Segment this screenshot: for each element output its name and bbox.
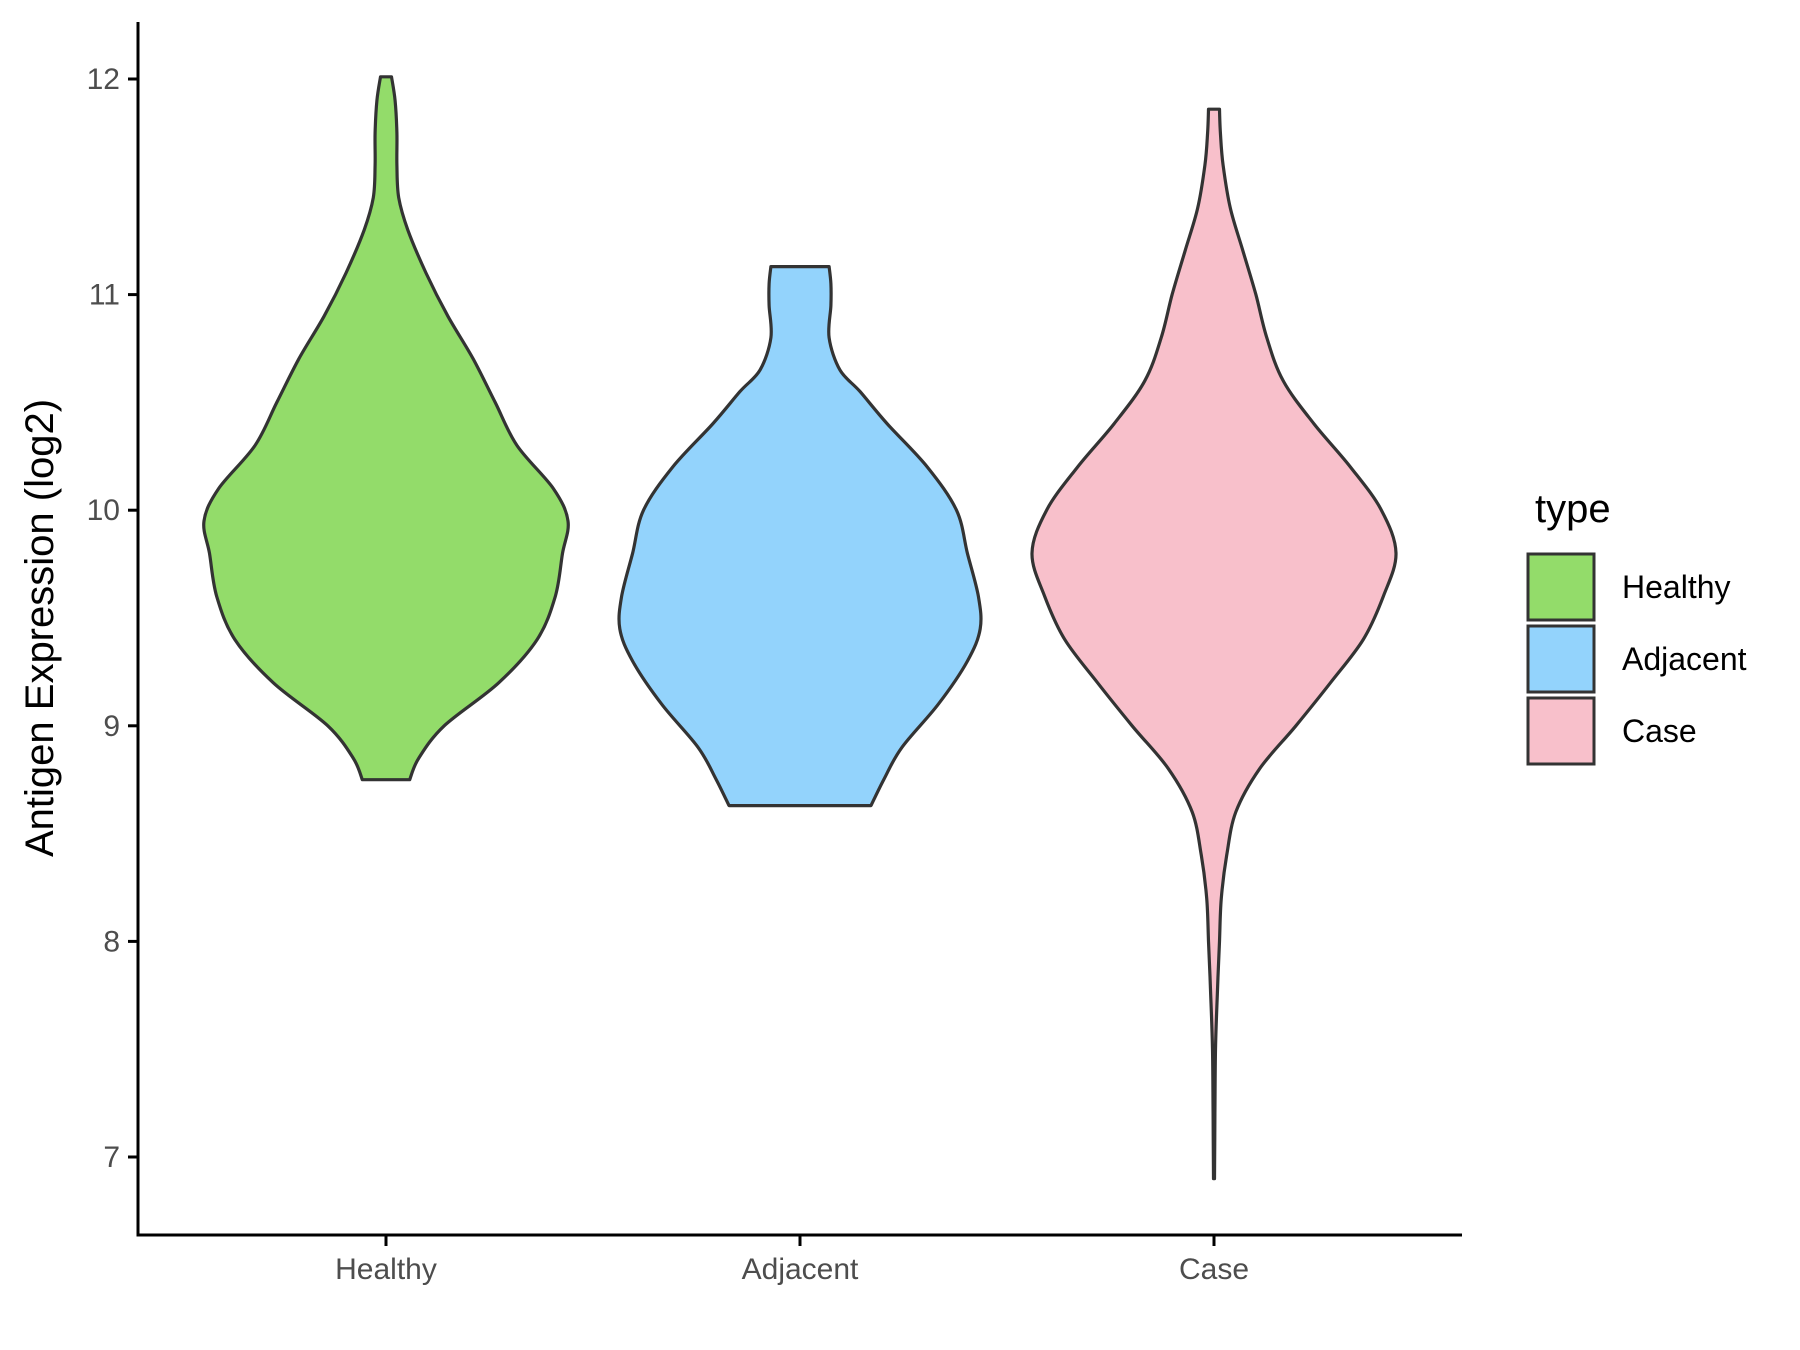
y-tick-label: 8 <box>103 925 120 958</box>
x-tick-label: Case <box>1179 1253 1249 1286</box>
x-axis-ticks: Healthy Adjacent Case <box>335 1235 1249 1286</box>
y-tick-label: 7 <box>103 1141 120 1174</box>
legend-key-case <box>1526 696 1596 766</box>
y-tick-label: 9 <box>103 710 120 743</box>
legend-label-adjacent: Adjacent <box>1622 641 1747 677</box>
violin-healthy <box>202 75 570 782</box>
y-tick-label: 10 <box>87 494 120 527</box>
legend-key-adjacent <box>1526 624 1596 694</box>
legend: Healthy Adjacent Case <box>1526 552 1747 766</box>
violin-case <box>1030 107 1398 1181</box>
legend-title: type <box>1535 487 1611 531</box>
legend-label-case: Case <box>1622 713 1697 749</box>
legend-label-healthy: Healthy <box>1622 569 1731 605</box>
y-tick-label: 11 <box>89 279 120 312</box>
legend-key-healthy <box>1526 552 1596 622</box>
y-axis-title: Antigen Expression (log2) <box>18 399 62 857</box>
x-tick-label: Healthy <box>335 1253 437 1286</box>
y-axis-ticks: 7 8 9 10 11 12 <box>87 63 138 1174</box>
x-tick-label: Adjacent <box>742 1253 859 1286</box>
violin-adjacent <box>617 265 983 808</box>
violin-layer <box>202 75 1398 1181</box>
y-tick-label: 12 <box>87 63 120 96</box>
